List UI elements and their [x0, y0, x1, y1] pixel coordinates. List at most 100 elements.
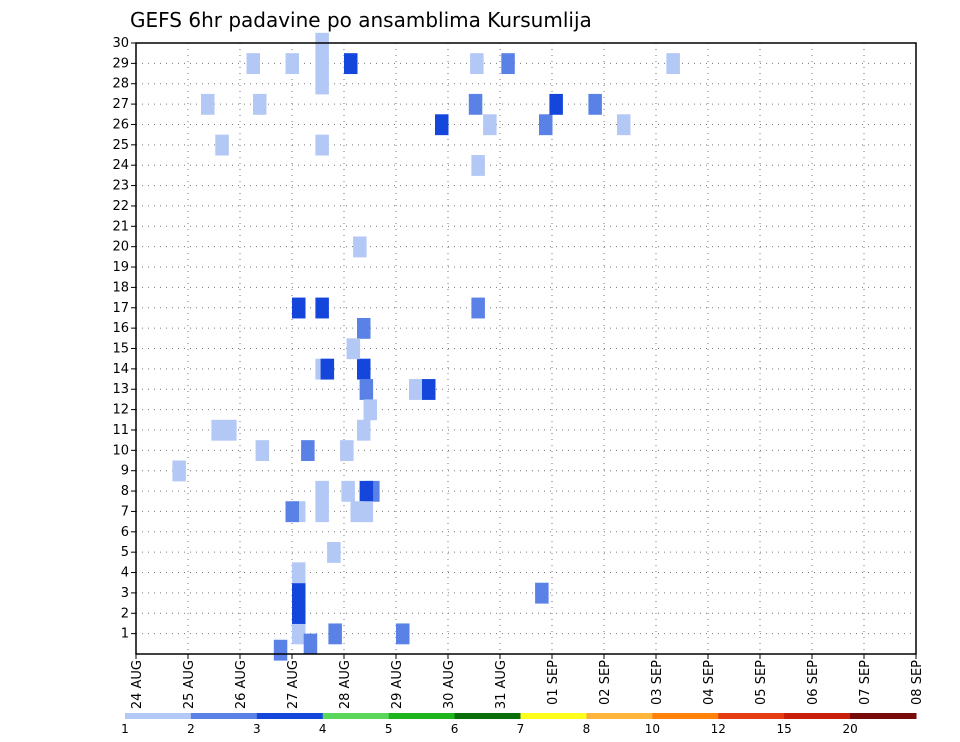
legend-label: 12: [711, 722, 726, 736]
legend-swatch: [652, 713, 719, 719]
legend-swatch: [454, 713, 521, 719]
legend-swatch: [520, 713, 587, 719]
data-cell: [292, 603, 306, 624]
data-cell: [435, 114, 449, 136]
data-cell: [315, 480, 329, 502]
data-cell: [292, 582, 306, 604]
data-cell: [357, 358, 371, 380]
legend-label: 7: [517, 722, 525, 736]
y-tick-label: 23: [112, 179, 129, 194]
data-cell: [359, 501, 374, 523]
x-tick-label: 28 AUG: [338, 660, 353, 709]
plot-area: 1234567891011121314151617181920212223242…: [112, 32, 925, 736]
data-cell: [223, 419, 237, 441]
x-tick-label: 30 AUG: [442, 660, 457, 709]
data-cell: [549, 93, 563, 115]
data-cell: [301, 440, 315, 462]
y-tick-label: 7: [121, 504, 129, 519]
data-cell: [346, 338, 361, 360]
data-cell: [422, 379, 436, 400]
x-tick-label: 08 SEP: [910, 660, 925, 705]
x-tick-label: 25 AUG: [182, 660, 197, 709]
y-tick-label: 26: [112, 117, 129, 132]
x-tick-label: 27 AUG: [286, 660, 301, 709]
y-tick-label: 3: [121, 586, 129, 601]
legend-swatch: [784, 713, 851, 719]
y-tick-label: 9: [121, 464, 129, 479]
data-cell: [246, 53, 260, 75]
y-tick-label: 8: [121, 484, 129, 499]
x-tick-label: 06 SEP: [806, 660, 821, 705]
data-cell: [292, 562, 306, 584]
data-cell: [344, 53, 358, 75]
y-tick-label: 25: [112, 138, 129, 153]
y-tick-label: 16: [112, 321, 129, 336]
y-tick-label: 10: [112, 443, 129, 458]
legend-label: 2: [187, 722, 195, 736]
data-cell: [341, 480, 355, 502]
data-cell: [215, 134, 229, 156]
x-tick-label: 04 SEP: [702, 660, 717, 705]
data-cell: [201, 93, 215, 115]
data-cell: [470, 53, 484, 75]
y-tick-label: 1: [121, 627, 129, 642]
legend-label: 20: [842, 722, 857, 736]
legend-label: 15: [777, 722, 792, 736]
data-cell: [320, 358, 335, 380]
data-cell: [617, 114, 631, 136]
data-cell: [535, 582, 549, 604]
data-cell: [471, 297, 485, 319]
legend-swatch: [850, 713, 917, 719]
data-cell: [468, 93, 483, 115]
data-cell: [471, 155, 485, 176]
x-tick-label: 05 SEP: [754, 660, 769, 705]
legend-label: 1: [121, 722, 129, 736]
y-tick-label: 22: [112, 199, 129, 214]
data-cell: [396, 623, 410, 645]
legend-swatch: [190, 713, 258, 719]
y-tick-label: 19: [112, 260, 129, 275]
y-tick-label: 29: [112, 56, 129, 71]
data-cell: [363, 399, 377, 421]
data-cell: [285, 501, 299, 523]
y-tick-label: 30: [112, 36, 129, 51]
x-tick-label: 31 AUG: [494, 660, 509, 709]
data-cell: [588, 93, 602, 115]
x-tick-label: 24 AUG: [130, 660, 145, 709]
data-cell: [666, 53, 680, 75]
legend-label: 8: [583, 722, 591, 736]
data-cell: [328, 623, 342, 645]
legend-swatch: [322, 713, 390, 719]
legend-swatch: [586, 713, 653, 719]
data-cell: [255, 440, 270, 462]
x-tick-label: 29 AUG: [390, 660, 405, 709]
data-cell: [357, 317, 371, 339]
data-cell: [357, 419, 371, 441]
x-tick-label: 26 AUG: [234, 660, 249, 709]
data-cell: [315, 501, 329, 523]
y-tick-label: 14: [112, 362, 129, 377]
y-tick-label: 2: [121, 606, 129, 621]
chart-title: GEFS 6hr padavine po ansamblima Kursumli…: [130, 8, 592, 32]
y-tick-label: 4: [121, 566, 129, 581]
legend-swatch: [718, 713, 785, 719]
data-cell: [409, 379, 423, 400]
data-cell: [359, 379, 374, 400]
y-tick-label: 15: [112, 342, 129, 357]
legend-label: 6: [451, 722, 459, 736]
data-cell: [253, 93, 267, 115]
y-tick-label: 20: [112, 240, 129, 255]
data-cell: [315, 134, 329, 156]
data-cell: [353, 236, 367, 258]
data-cell: [539, 114, 553, 136]
data-cell: [483, 114, 497, 136]
y-tick-label: 24: [112, 158, 129, 173]
x-tick-label: 02 SEP: [598, 660, 613, 705]
y-tick-label: 27: [112, 97, 129, 112]
y-tick-label: 12: [112, 403, 129, 418]
y-tick-label: 13: [112, 382, 129, 397]
data-cell: [327, 541, 341, 563]
data-cell: [211, 419, 225, 441]
legend-swatch: [388, 713, 456, 719]
